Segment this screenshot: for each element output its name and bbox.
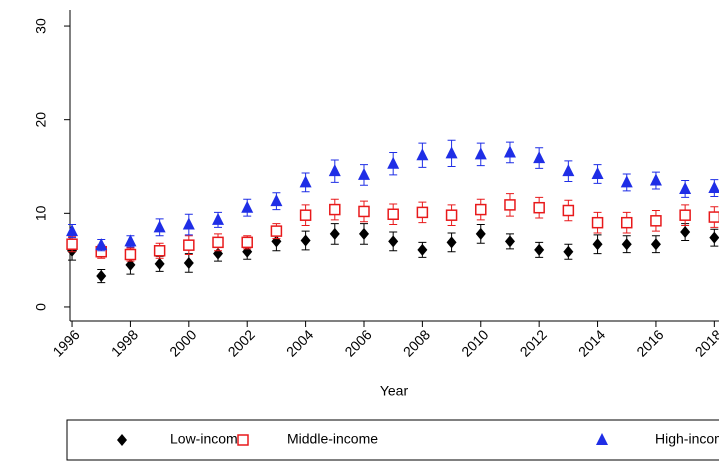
y-tick-label: 0 xyxy=(33,303,49,311)
marker xyxy=(328,164,341,177)
marker xyxy=(153,245,166,257)
x-tick-label: 1996 xyxy=(49,326,82,359)
marker xyxy=(591,166,604,179)
marker xyxy=(708,211,719,223)
x-axis-label: Year xyxy=(380,383,409,399)
marker xyxy=(563,245,574,258)
marker xyxy=(241,236,253,249)
x-tick-label: 2002 xyxy=(225,326,258,359)
marker xyxy=(620,175,633,188)
marker xyxy=(680,226,691,239)
marker xyxy=(95,238,108,251)
marker xyxy=(212,212,225,225)
legend-label: Middle-income xyxy=(287,431,378,447)
marker xyxy=(417,243,428,256)
marker xyxy=(649,173,662,186)
marker xyxy=(533,201,545,214)
legend-box xyxy=(66,419,719,461)
marker xyxy=(358,227,369,240)
marker xyxy=(592,238,603,251)
marker xyxy=(504,235,515,248)
y-tick-label: 10 xyxy=(33,205,49,221)
marker xyxy=(270,194,283,207)
marker xyxy=(650,238,661,251)
marker xyxy=(387,208,399,221)
marker xyxy=(709,231,719,244)
marker xyxy=(708,181,719,194)
x-tick-label: 2018 xyxy=(692,326,719,359)
legend-marker xyxy=(237,434,249,446)
series xyxy=(66,139,719,252)
marker xyxy=(182,217,195,230)
y-tick-label: 20 xyxy=(33,112,49,128)
x-tick-label: 2010 xyxy=(458,326,491,359)
marker xyxy=(299,209,312,221)
marker xyxy=(329,227,340,240)
marker xyxy=(562,164,575,177)
marker xyxy=(562,204,575,217)
marker xyxy=(241,200,254,213)
marker xyxy=(124,234,137,247)
marker xyxy=(446,236,457,249)
x-tick-label: 2014 xyxy=(575,326,608,359)
x-tick-label: 1998 xyxy=(108,326,141,359)
marker xyxy=(388,235,399,248)
legend-marker xyxy=(117,434,127,446)
marker xyxy=(357,167,370,180)
marker xyxy=(679,181,692,194)
marker xyxy=(183,256,194,269)
marker xyxy=(387,156,400,169)
marker xyxy=(153,220,166,233)
marker xyxy=(96,270,107,283)
marker xyxy=(329,203,341,216)
marker xyxy=(503,145,516,158)
marker xyxy=(358,205,370,218)
marker xyxy=(504,199,516,211)
x-tick-label: 2006 xyxy=(341,326,374,359)
marker xyxy=(270,225,283,237)
marker xyxy=(299,175,312,188)
y-tick-label: 30 xyxy=(33,18,49,34)
marker xyxy=(533,151,546,164)
marker xyxy=(475,203,487,216)
marker xyxy=(416,148,429,161)
marker xyxy=(125,258,136,271)
x-tick-label: 2008 xyxy=(400,326,433,359)
marker xyxy=(124,248,137,261)
marker xyxy=(66,238,78,250)
marker xyxy=(416,206,429,219)
series xyxy=(66,193,719,262)
marker xyxy=(475,227,486,240)
marker xyxy=(679,209,691,221)
marker xyxy=(621,238,632,251)
marker xyxy=(183,239,195,251)
x-tick-label: 2016 xyxy=(633,326,666,359)
marker xyxy=(300,234,311,247)
x-tick-label: 2000 xyxy=(166,326,199,359)
marker xyxy=(474,147,487,160)
x-tick-label: 2004 xyxy=(283,326,316,359)
marker xyxy=(534,243,545,256)
marker xyxy=(650,215,662,227)
marker xyxy=(445,146,458,159)
legend-marker xyxy=(596,433,608,445)
marker xyxy=(66,224,79,237)
marker xyxy=(212,236,224,249)
marker xyxy=(620,216,633,229)
marker xyxy=(154,257,165,270)
marker xyxy=(445,209,458,221)
marker xyxy=(591,216,604,229)
legend-label: High-income xyxy=(655,431,719,447)
x-tick-label: 2012 xyxy=(517,326,550,359)
legend-label: Low-income xyxy=(170,431,246,447)
